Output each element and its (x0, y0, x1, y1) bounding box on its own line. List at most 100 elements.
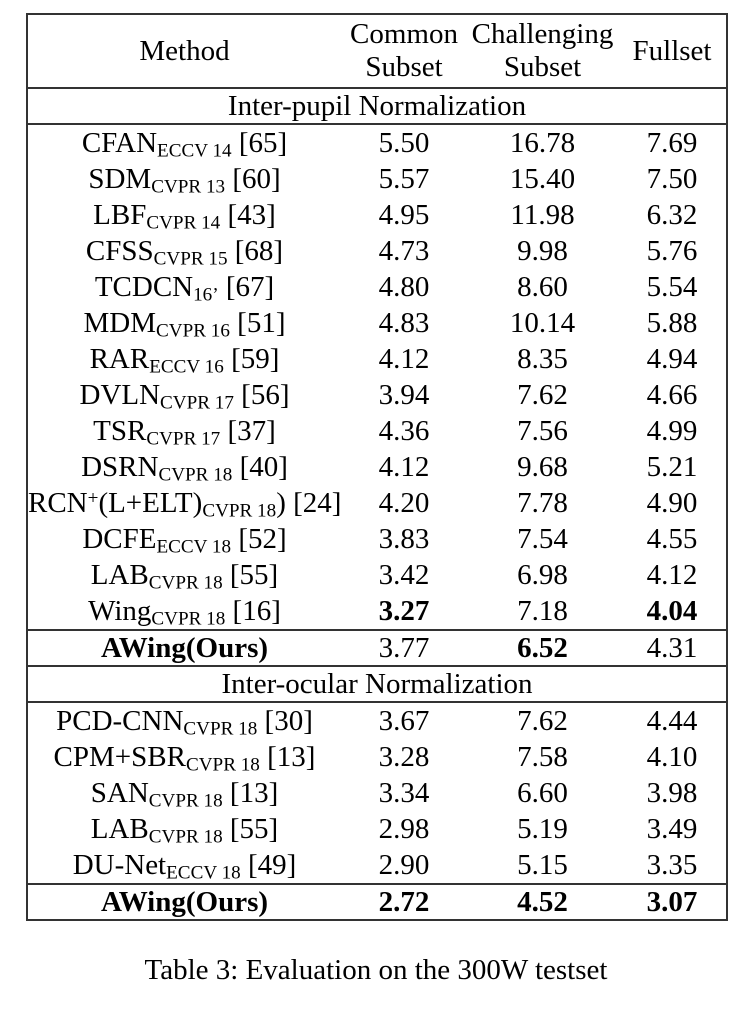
common-subset-value: 3.94 (378, 378, 430, 411)
method-reference: [67] (218, 270, 275, 303)
common-subset-value: 3.34 (378, 776, 430, 809)
fullset-value: 3.49 (646, 812, 698, 845)
method-venue-subscript: ECCV 16 (149, 356, 224, 377)
table-row: DCFEECCV 18 [52] 3.83 7.54 4.55 (27, 521, 727, 557)
method-name: SDM (88, 162, 152, 195)
method-name: CPM+SBR (53, 740, 186, 773)
summary-row-awing-inter-pupil: AWing(Ours) 3.77 6.52 4.31 (27, 629, 727, 667)
method-venue-subscript: ECCV 18 (166, 862, 241, 884)
summary-row-awing-inter-ocular: AWing(Ours) 2.72 4.52 3.07 (27, 883, 727, 921)
common-subset-value: 4.20 (378, 486, 430, 519)
fullset-value: 6.32 (646, 198, 698, 231)
column-header-challenging-line1: Challenging (471, 18, 614, 50)
table-row: MDMCVPR 16 [51] 4.83 10.14 5.88 (27, 305, 727, 341)
table-row: SDMCVPR 13 [60] 5.57 15.40 7.50 (27, 161, 727, 197)
method-cell: SDMCVPR 13 [60] (27, 161, 341, 197)
method-name: DCFE (82, 522, 157, 555)
method-reference: [65] (231, 126, 288, 159)
challenging-subset-value: 6.98 (517, 558, 568, 591)
challenging-subset-value: 7.62 (517, 378, 568, 411)
fullset-value: 3.07 (618, 883, 727, 921)
method-name: CFSS (85, 234, 154, 267)
method-cell: WingCVPR 18 [16] (27, 593, 341, 630)
method-name: CFAN (81, 126, 158, 159)
table-row: WingCVPR 18 [16] 3.27 7.18 4.04 (27, 593, 727, 630)
method-name: DVLN (79, 378, 161, 411)
challenging-subset-value: 8.35 (517, 342, 568, 375)
challenging-subset-value: 5.15 (517, 848, 568, 881)
method-cell: LABCVPR 18 [55] (27, 557, 341, 593)
challenging-subset-value: 6.52 (467, 629, 618, 667)
method-name: TCDCN (94, 270, 194, 303)
common-subset-value: 4.83 (378, 306, 430, 339)
common-subset-value: 3.83 (378, 522, 430, 555)
method-reference: [40] (232, 450, 288, 483)
challenging-subset-value: 4.52 (467, 883, 618, 921)
fullset-value: 4.10 (646, 740, 698, 773)
section-header-inter-pupil: Inter-pupil Normalization (27, 87, 727, 125)
common-subset-value: 4.80 (378, 270, 430, 303)
column-header-common-line1: Common (350, 18, 458, 50)
method-cell: DCFEECCV 18 [52] (27, 521, 341, 557)
fullset-value: 5.54 (646, 270, 698, 303)
method-reference: [51] (229, 306, 286, 339)
challenging-subset-value: 16.78 (509, 126, 576, 159)
common-subset-value: 3.77 (341, 629, 467, 667)
fullset-value: 4.04 (646, 594, 698, 627)
method-name-extra: (L+ELT) (98, 486, 203, 519)
method-name: DSRN (81, 450, 159, 483)
method-venue-subscript: CVPR 18 (158, 464, 233, 485)
fullset-value: 7.69 (646, 126, 698, 159)
common-subset-value: 3.27 (378, 594, 430, 627)
challenging-subset-value: 9.98 (517, 234, 568, 267)
column-header-challenging-line2: Subset (503, 51, 582, 83)
method-cell: RCN+(L+ELT)CVPR 18) [24] (27, 485, 341, 521)
common-subset-value: 4.73 (378, 234, 430, 267)
table-caption: Table 3: Evaluation on the 300W testset (144, 954, 608, 986)
fullset-value: 3.98 (646, 776, 698, 809)
fullset-value: 7.50 (646, 162, 698, 195)
method-cell: CFANECCV 14 [65] (27, 124, 341, 161)
method-venue-subscript: CVPR 18 (148, 790, 223, 811)
fullset-value: 4.55 (646, 522, 698, 555)
common-subset-value: 4.12 (378, 450, 430, 483)
method-reference: [37] (220, 414, 276, 447)
header-row: Method Common Subset Challenging Subset … (27, 14, 727, 89)
column-header-fullset: Fullset (618, 14, 727, 89)
method-venue-subscript: 16’ (193, 284, 219, 305)
method-venue-subscript: CVPR 14 (146, 212, 221, 233)
challenging-subset-value: 7.54 (517, 522, 568, 555)
method-name: LAB (90, 558, 149, 591)
method-cell: DVLNCVPR 17 [56] (27, 377, 341, 413)
section-header-inter-ocular: Inter-ocular Normalization (27, 665, 727, 703)
common-subset-value: 3.67 (378, 704, 430, 737)
method-name: SAN (90, 776, 149, 809)
method-reference: [43] (220, 198, 276, 231)
challenging-subset-value: 7.62 (517, 704, 568, 737)
table-row: PCD-CNNCVPR 18 [30] 3.67 7.62 4.44 (27, 702, 727, 739)
method-reference: [60] (225, 162, 281, 195)
table-row: DSRNCVPR 18 [40] 4.12 9.68 5.21 (27, 449, 727, 485)
challenging-subset-value: 7.78 (517, 486, 568, 519)
challenging-subset-value: 7.18 (517, 594, 568, 627)
table-row: CFSSCVPR 15 [68] 4.73 9.98 5.76 (27, 233, 727, 269)
method-venue-subscript: CVPR 18 (148, 572, 223, 593)
method-reference: [16] (225, 594, 281, 627)
common-subset-value: 3.42 (378, 558, 430, 591)
method-name: MDM (83, 306, 157, 339)
method-reference: [13] (259, 740, 316, 773)
fullset-value: 4.99 (646, 414, 698, 447)
method-reference: [30] (257, 704, 313, 737)
challenging-subset-value: 6.60 (517, 776, 568, 809)
method-venue-subscript: CVPR 16 (156, 320, 230, 341)
table-row: DU-NetECCV 18 [49] 2.90 5.15 3.35 (27, 847, 727, 884)
table-row: TCDCN16’ [67] 4.80 8.60 5.54 (27, 269, 727, 305)
method-reference: [56] (233, 378, 290, 411)
method-cell: DU-NetECCV 18 [49] (27, 847, 341, 884)
method-cell: MDMCVPR 16 [51] (27, 305, 341, 341)
fullset-value: 5.88 (646, 306, 698, 339)
method-cell: TSRCVPR 17 [37] (27, 413, 341, 449)
method-cell: CPM+SBRCVPR 18 [13] (27, 739, 341, 775)
method-cell: LBFCVPR 14 [43] (27, 197, 341, 233)
common-subset-value: 2.72 (341, 883, 467, 921)
